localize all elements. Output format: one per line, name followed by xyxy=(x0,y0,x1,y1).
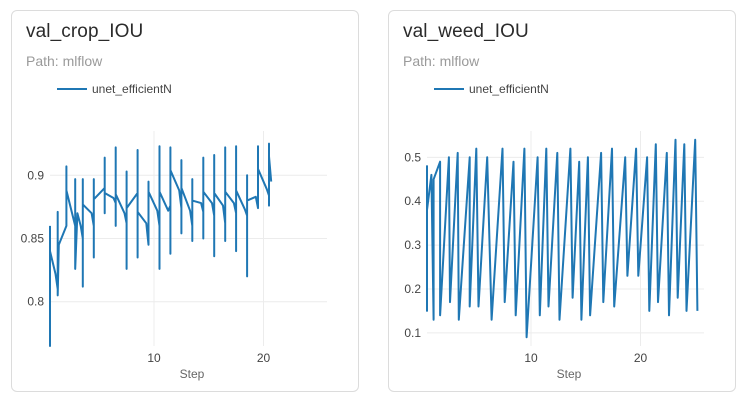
card-title: val_weed_IOU xyxy=(403,21,529,42)
y-tick-label: 0.8 xyxy=(27,295,44,309)
x-axis-title: Step xyxy=(557,367,582,381)
series-line xyxy=(49,142,273,347)
x-axis-title: Step xyxy=(180,367,205,381)
legend: unet_efficientN xyxy=(434,82,549,96)
y-tick-label: 0.3 xyxy=(404,238,421,252)
metric-card-weed: val_weed_IOU Path: mlflow unet_efficient… xyxy=(388,10,736,392)
x-tick-label: 20 xyxy=(257,351,271,365)
y-tick-label: 0.1 xyxy=(404,326,421,340)
x-tick-label: 10 xyxy=(524,351,538,365)
card-path: Path: mlflow xyxy=(403,53,480,69)
y-tick-label: 0.85 xyxy=(21,232,45,246)
y-tick-label: 0.4 xyxy=(404,194,421,208)
x-tick-label: 20 xyxy=(634,351,648,365)
y-tick-label: 0.2 xyxy=(404,282,421,296)
line-chart[interactable]: unet_efficientN 10 20 0.1 0.2 0.3 0.4 0.5 Step xyxy=(389,11,737,393)
card-path: Path: mlflow xyxy=(26,53,103,69)
legend: unet_efficientN xyxy=(57,82,172,96)
y-tick-label: 0.9 xyxy=(27,168,44,182)
y-tick-label: 0.5 xyxy=(404,150,421,164)
legend-label: unet_efficientN xyxy=(469,82,549,96)
series-line xyxy=(426,138,699,339)
metric-card-crop: val_crop_IOU Path: mlflow unet_efficient… xyxy=(11,10,359,392)
legend-label: unet_efficientN xyxy=(92,82,172,96)
card-title: val_crop_IOU xyxy=(26,21,144,42)
x-tick-label: 10 xyxy=(147,351,161,365)
line-chart[interactable]: unet_efficientN 10 20 0.8 0.85 0.9 Step xyxy=(12,11,360,393)
